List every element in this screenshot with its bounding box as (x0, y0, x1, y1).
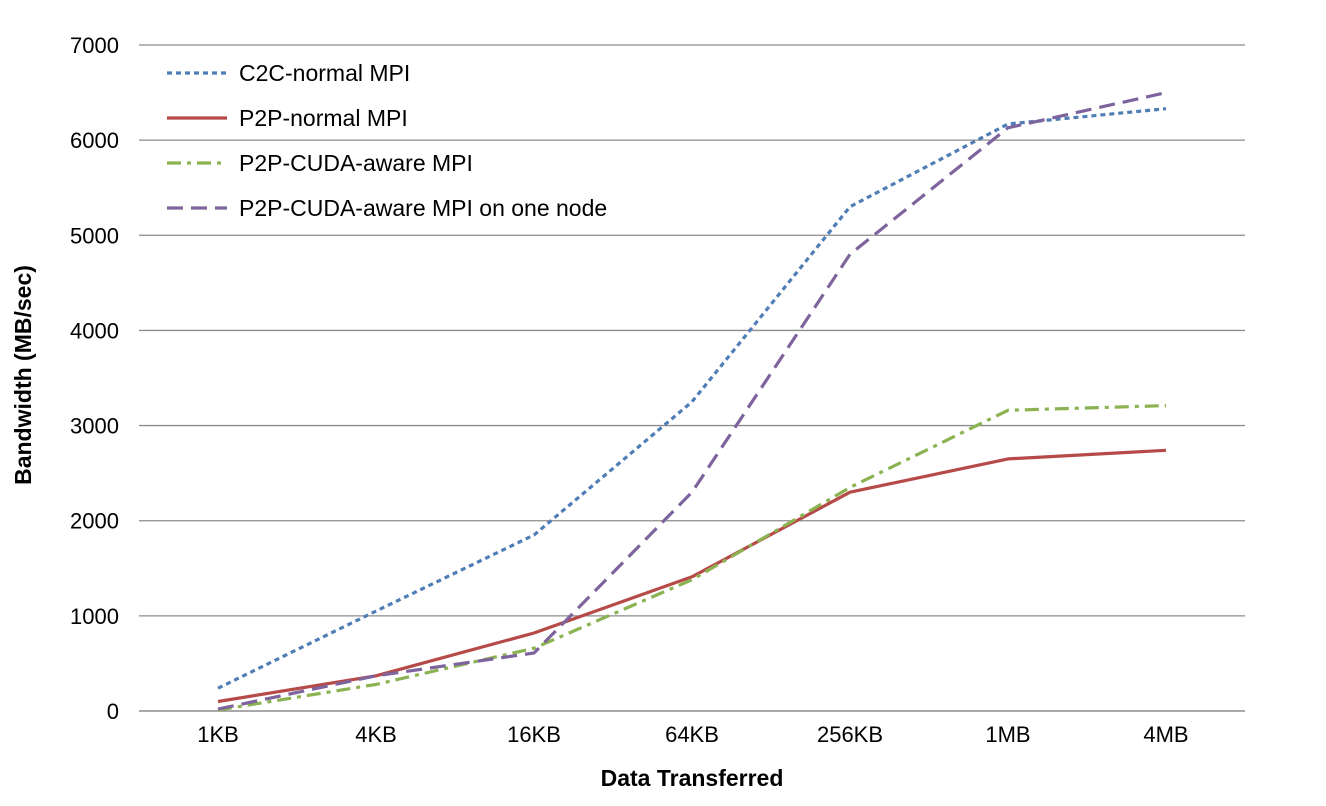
legend: C2C-normal MPI P2P-normal MPI P2P-CUDA-awa… (167, 60, 607, 221)
y-tick-label: 7000 (70, 33, 119, 58)
x-axis-title: Data Transferred (601, 765, 784, 791)
x-tick-label: 4MB (1143, 722, 1188, 747)
x-tick-label: 1MB (985, 722, 1030, 747)
grid (139, 44, 1245, 712)
legend-label: C2C-normal MPI (239, 60, 410, 86)
x-tick-label: 4KB (355, 722, 397, 747)
x-tick-label: 256KB (817, 722, 883, 747)
series-lines (217, 91, 1167, 712)
y-axis-title: Bandwidth (MB/sec) (10, 265, 36, 485)
series-line (217, 107, 1167, 690)
series-line (217, 404, 1167, 712)
x-tick-label: 16KB (507, 722, 561, 747)
y-tick-label: 5000 (70, 223, 119, 248)
y-tick-label: 2000 (70, 509, 119, 534)
y-axis-ticks: 0 1000 2000 3000 4000 5000 6000 7000 (70, 33, 119, 724)
series-line (217, 448, 1167, 704)
legend-label: P2P-CUDA-aware MPI on one node (239, 195, 607, 221)
x-tick-label: 1KB (197, 722, 239, 747)
y-tick-label: 4000 (70, 318, 119, 343)
x-axis-ticks: 1KB 4KB 16KB 64KB 256KB 1MB 4MB (197, 722, 1188, 747)
y-tick-label: 3000 (70, 414, 119, 439)
x-tick-label: 64KB (665, 722, 719, 747)
legend-label: P2P-normal MPI (239, 105, 408, 131)
legend-label: P2P-CUDA-aware MPI (239, 150, 473, 176)
series-line (217, 91, 1167, 711)
y-tick-label: 6000 (70, 128, 119, 153)
y-tick-label: 0 (107, 699, 119, 724)
y-tick-label: 1000 (70, 604, 119, 629)
